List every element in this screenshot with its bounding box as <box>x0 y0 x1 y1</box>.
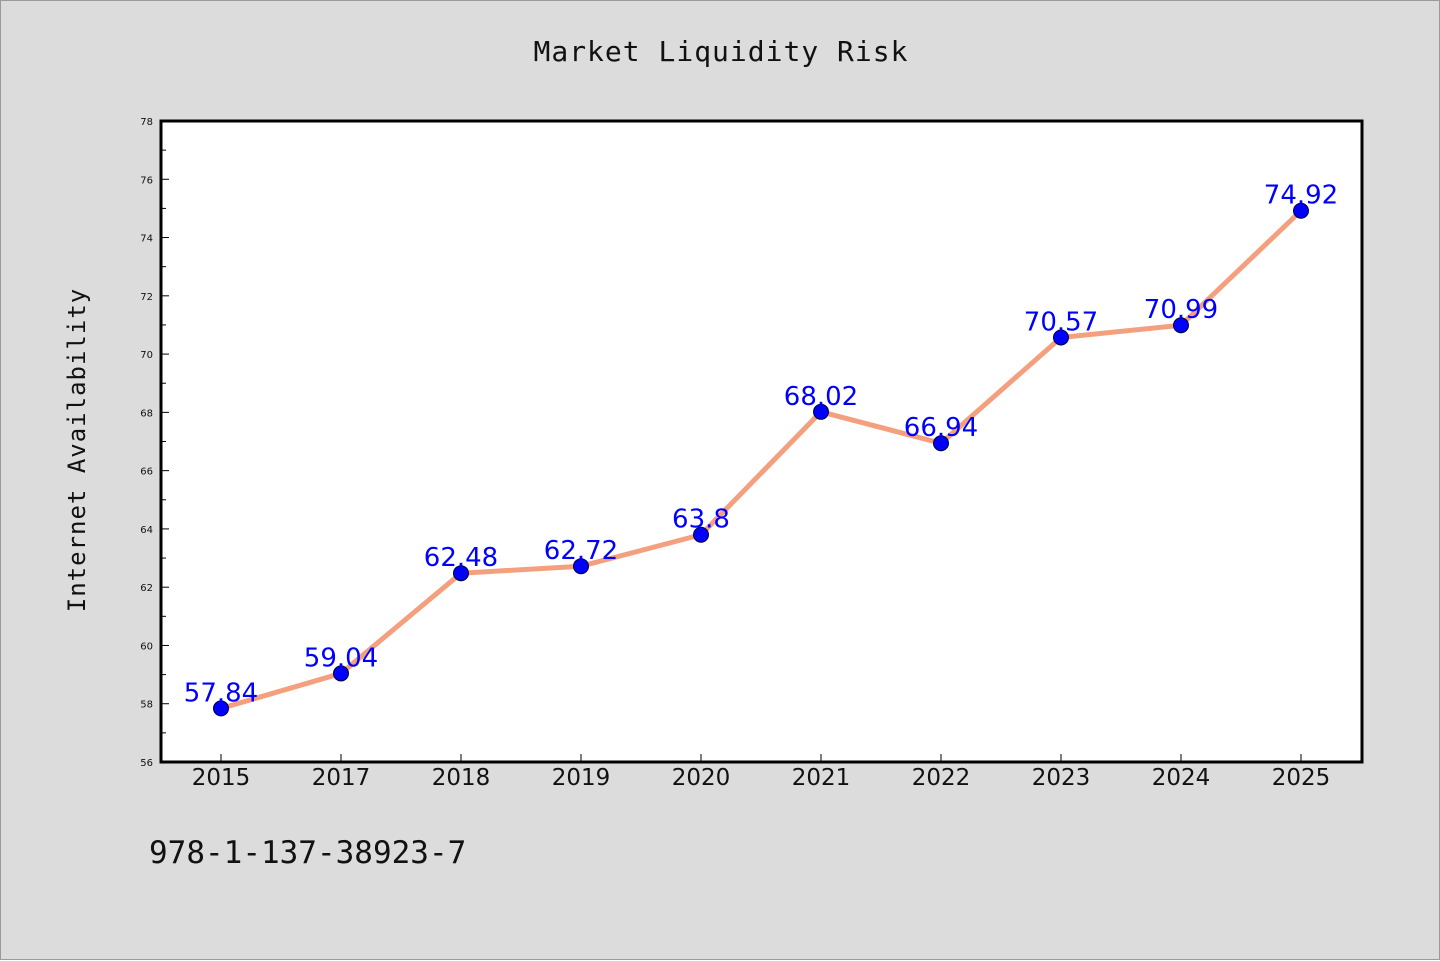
isbn-text: 978-1-137-38923-7 <box>149 835 467 871</box>
data-label: 62.72 <box>544 536 618 566</box>
x-tick-label: 2020 <box>672 765 731 791</box>
x-tick-label: 2019 <box>552 765 611 791</box>
data-label: 59.04 <box>304 643 378 673</box>
x-tick-label: 2023 <box>1032 765 1091 791</box>
x-tick-label: 2024 <box>1152 765 1211 791</box>
y-tick-label: 64 <box>140 525 153 536</box>
data-point <box>1173 317 1189 334</box>
y-tick-label: 56 <box>140 758 153 769</box>
data-label: 74.92 <box>1264 181 1338 211</box>
x-tick-label: 2022 <box>912 765 971 791</box>
data-point <box>1053 329 1069 346</box>
data-point <box>333 665 349 682</box>
plot-frame <box>159 119 1364 764</box>
series-markers <box>213 202 1309 717</box>
y-tick-label: 76 <box>140 175 153 186</box>
x-axis-ticks: 2015 2017 2018 2019 2020 2021 2022 2023 2024 2025 <box>192 754 1331 791</box>
y-tick-label: 62 <box>140 583 153 594</box>
data-point <box>933 435 949 452</box>
x-tick-label: 2021 <box>792 765 851 791</box>
y-tick-label: 74 <box>140 234 153 245</box>
x-tick-label: 2025 <box>1272 765 1331 791</box>
x-tick-label: 2018 <box>432 765 491 791</box>
y-axis-ticks: 56 58 60 62 64 66 68 70 72 74 76 78 <box>140 117 169 769</box>
data-label: 70.57 <box>1024 307 1098 337</box>
chart-title: Market Liquidity Risk <box>533 35 909 68</box>
data-point <box>1293 202 1309 219</box>
data-point <box>813 403 829 420</box>
data-point <box>453 565 469 582</box>
y-tick-label: 72 <box>140 292 153 303</box>
data-label: 66.94 <box>904 413 978 443</box>
x-tick-label: 2017 <box>312 765 371 791</box>
data-point <box>213 700 229 717</box>
y-tick-label: 60 <box>140 641 153 652</box>
y-tick-label: 70 <box>140 350 153 361</box>
data-label: 63.8 <box>672 505 730 535</box>
data-label: 68.02 <box>784 382 858 412</box>
data-point <box>573 558 589 575</box>
data-labels: 57.84 59.04 62.48 62.72 63.8 68.02 66.94 70.57 7… <box>184 181 1338 709</box>
data-label: 62.48 <box>424 543 498 573</box>
data-label: 57.84 <box>184 678 258 708</box>
y-tick-label: 78 <box>140 117 153 128</box>
y-tick-label: 66 <box>140 467 153 478</box>
data-label: 70.99 <box>1144 295 1218 325</box>
y-tick-label: 68 <box>140 408 153 419</box>
data-point <box>693 526 709 543</box>
y-tick-label: 58 <box>140 700 153 711</box>
x-tick-label: 2015 <box>192 765 251 791</box>
series-line <box>218 208 1304 711</box>
